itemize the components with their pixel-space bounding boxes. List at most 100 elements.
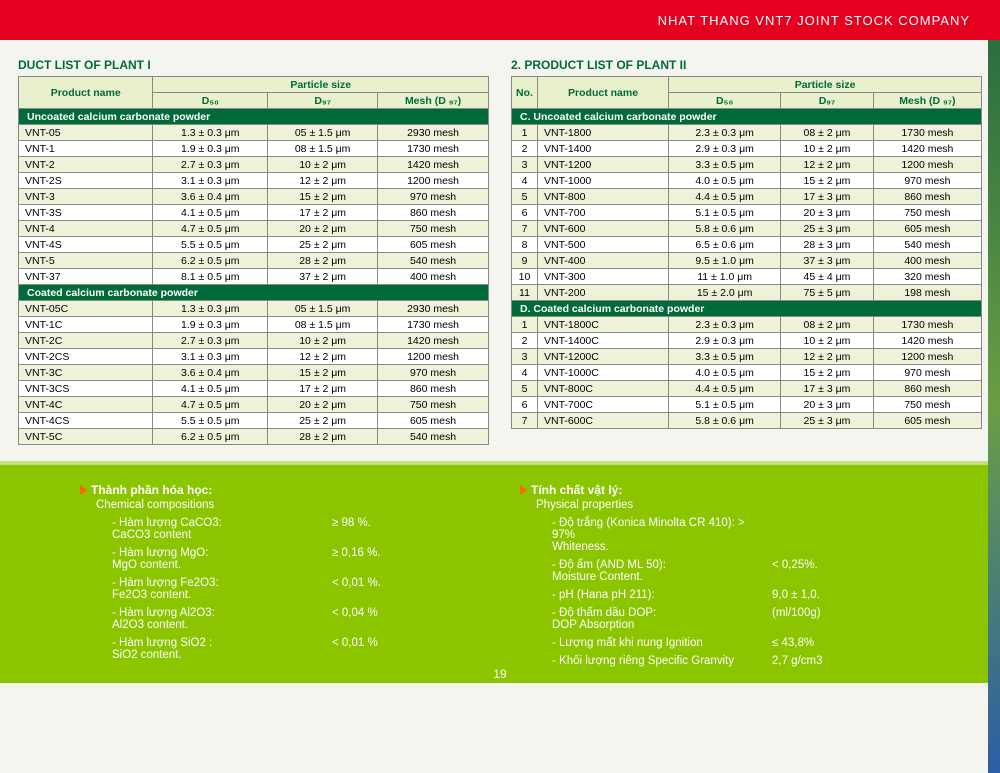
plant-2-title: 2. PRODUCT LIST OF PLANT II [511, 58, 982, 72]
cell-d97: 15 ± 2 μm [781, 173, 874, 189]
table-row: 11VNT-20015 ± 2.0 μm75 ± 5 μm198 mesh [512, 285, 982, 301]
cell-name: VNT-2 [19, 157, 153, 173]
cell-d97: 37 ± 3 μm [781, 253, 874, 269]
plant-2-column: 2. PRODUCT LIST OF PLANT II No. Product … [511, 58, 982, 445]
cell-d50: 2.3 ± 0.3 μm [669, 317, 781, 333]
cell-mesh: 1200 mesh [873, 157, 981, 173]
main-content: DUCT LIST OF PLANT I Product name Partic… [0, 40, 1000, 445]
cell-no: 7 [512, 221, 538, 237]
table-row: 5VNT-8004.4 ± 0.5 μm17 ± 3 μm860 mesh [512, 189, 982, 205]
cell-no: 6 [512, 397, 538, 413]
chemical-column: Thành phần hóa học: Chemical composition… [80, 483, 480, 673]
table-row: 4VNT-10004.0 ± 0.5 μm15 ± 2 μm970 mesh [512, 173, 982, 189]
cell-mesh: 540 mesh [378, 429, 489, 445]
cell-no: 5 [512, 381, 538, 397]
cell-d50: 2.3 ± 0.3 μm [669, 125, 781, 141]
section-c: C. Uncoated calcium carbonate powder [512, 109, 982, 125]
cell-name: VNT-800 [538, 189, 669, 205]
table-row: 8VNT-5006.5 ± 0.6 μm28 ± 3 μm540 mesh [512, 237, 982, 253]
cell-d97: 15 ± 2 μm [268, 365, 378, 381]
phys-sub: Physical properties [536, 499, 920, 511]
col-name: Product name [538, 77, 669, 109]
cell-mesh: 605 mesh [873, 221, 981, 237]
cell-d50: 3.6 ± 0.4 μm [153, 365, 268, 381]
prop-value: ≥ 98 %. [332, 517, 371, 541]
cell-d50: 1.3 ± 0.3 μm [153, 125, 268, 141]
company-name: NHAT THANG VNT7 JOINT STOCK COMPANY [658, 13, 970, 28]
prop-value: ≥ 0,16 %. [332, 547, 381, 571]
plant-1-table: Product name Particle size D₅₀ D₉₇ Mesh … [18, 76, 489, 445]
cell-d97: 10 ± 2 μm [781, 333, 874, 349]
cell-d97: 12 ± 2 μm [781, 349, 874, 365]
cell-mesh: 1420 mesh [873, 333, 981, 349]
col-d97: D₉₇ [781, 93, 874, 109]
cell-name: VNT-37 [19, 269, 153, 285]
cell-name: VNT-1000 [538, 173, 669, 189]
cell-d50: 3.1 ± 0.3 μm [153, 173, 268, 189]
table-row: VNT-2S3.1 ± 0.3 μm12 ± 2 μm1200 mesh [19, 173, 489, 189]
prop-label: - Khối lượng riêng Specific Granvity [552, 655, 752, 667]
cell-name: VNT-3CS [19, 381, 153, 397]
cell-d97: 20 ± 2 μm [268, 397, 378, 413]
table-row: 9VNT-4009.5 ± 1.0 μm37 ± 3 μm400 mesh [512, 253, 982, 269]
cell-name: VNT-1C [19, 317, 153, 333]
cell-name: VNT-2CS [19, 349, 153, 365]
plant-2-table: No. Product name Particle size D₅₀ D₉₇ M… [511, 76, 982, 429]
cell-d50: 4.1 ± 0.5 μm [153, 205, 268, 221]
prop-value: < 0,25%. [772, 559, 818, 583]
arrow-icon [80, 485, 87, 495]
plant-1-title: DUCT LIST OF PLANT I [18, 58, 489, 72]
cell-d97: 15 ± 2 μm [781, 365, 874, 381]
col-d50: D₅₀ [153, 93, 268, 109]
cell-d97: 20 ± 3 μm [781, 205, 874, 221]
table-row: VNT-44.7 ± 0.5 μm20 ± 2 μm750 mesh [19, 221, 489, 237]
cell-name: VNT-1400C [538, 333, 669, 349]
company-header: NHAT THANG VNT7 JOINT STOCK COMPANY [0, 0, 1000, 40]
cell-d97: 28 ± 3 μm [781, 237, 874, 253]
chem-sub: Chemical compositions [96, 499, 480, 511]
section-uncoated: Uncoated calcium carbonate powder [19, 109, 489, 125]
cell-name: VNT-4S [19, 237, 153, 253]
cell-mesh: 1420 mesh [378, 157, 489, 173]
cell-d97: 10 ± 2 μm [781, 141, 874, 157]
prop-value: < 0,01 % [332, 637, 378, 661]
table-row: 7VNT-600C5.8 ± 0.6 μm25 ± 3 μm605 mesh [512, 413, 982, 429]
cell-d97: 20 ± 2 μm [268, 221, 378, 237]
cell-d50: 4.4 ± 0.5 μm [669, 189, 781, 205]
cell-d50: 4.7 ± 0.5 μm [153, 221, 268, 237]
table-row: 10VNT-30011 ± 1.0 μm45 ± 4 μm320 mesh [512, 269, 982, 285]
cell-d97: 37 ± 2 μm [268, 269, 378, 285]
cell-mesh: 1730 mesh [378, 141, 489, 157]
prop-value: < 0,01 %. [332, 577, 381, 601]
cell-d97: 05 ± 1.5 μm [268, 301, 378, 317]
cell-name: VNT-2S [19, 173, 153, 189]
cell-d50: 3.3 ± 0.5 μm [669, 157, 781, 173]
cell-d97: 20 ± 3 μm [781, 397, 874, 413]
cell-d50: 5.5 ± 0.5 μm [153, 413, 268, 429]
cell-name: VNT-05 [19, 125, 153, 141]
property-row: - Hàm lượng SiO2 : SiO2 content.< 0,01 % [112, 637, 480, 661]
cell-no: 4 [512, 365, 538, 381]
table-row: 4VNT-1000C4.0 ± 0.5 μm15 ± 2 μm970 mesh [512, 365, 982, 381]
cell-name: VNT-1200 [538, 157, 669, 173]
table-row: 6VNT-7005.1 ± 0.5 μm20 ± 3 μm750 mesh [512, 205, 982, 221]
cell-d97: 17 ± 2 μm [268, 205, 378, 221]
cell-name: VNT-2C [19, 333, 153, 349]
table-row: VNT-378.1 ± 0.5 μm37 ± 2 μm400 mesh [19, 269, 489, 285]
table-row: 5VNT-800C4.4 ± 0.5 μm17 ± 3 μm860 mesh [512, 381, 982, 397]
chem-title: Thành phần hóa học: [80, 483, 480, 497]
table-row: VNT-4S5.5 ± 0.5 μm25 ± 2 μm605 mesh [19, 237, 489, 253]
property-row: - Độ trắng (Konica Minolta CR 410): > 97… [552, 517, 920, 553]
table-row: VNT-05C1.3 ± 0.3 μm05 ± 1.5 μm2930 mesh [19, 301, 489, 317]
cell-d50: 3.6 ± 0.4 μm [153, 189, 268, 205]
cell-d97: 08 ± 2 μm [781, 317, 874, 333]
cell-d50: 4.7 ± 0.5 μm [153, 397, 268, 413]
cell-mesh: 1200 mesh [378, 349, 489, 365]
property-row: - Hàm lượng Al2O3: Al2O3 content.< 0,04 … [112, 607, 480, 631]
cell-mesh: 750 mesh [873, 205, 981, 221]
table-row: VNT-2C2.7 ± 0.3 μm10 ± 2 μm1420 mesh [19, 333, 489, 349]
cell-no: 8 [512, 237, 538, 253]
cell-mesh: 540 mesh [873, 237, 981, 253]
prop-value: 9,0 ± 1,0. [772, 589, 820, 601]
cell-mesh: 1730 mesh [873, 317, 981, 333]
